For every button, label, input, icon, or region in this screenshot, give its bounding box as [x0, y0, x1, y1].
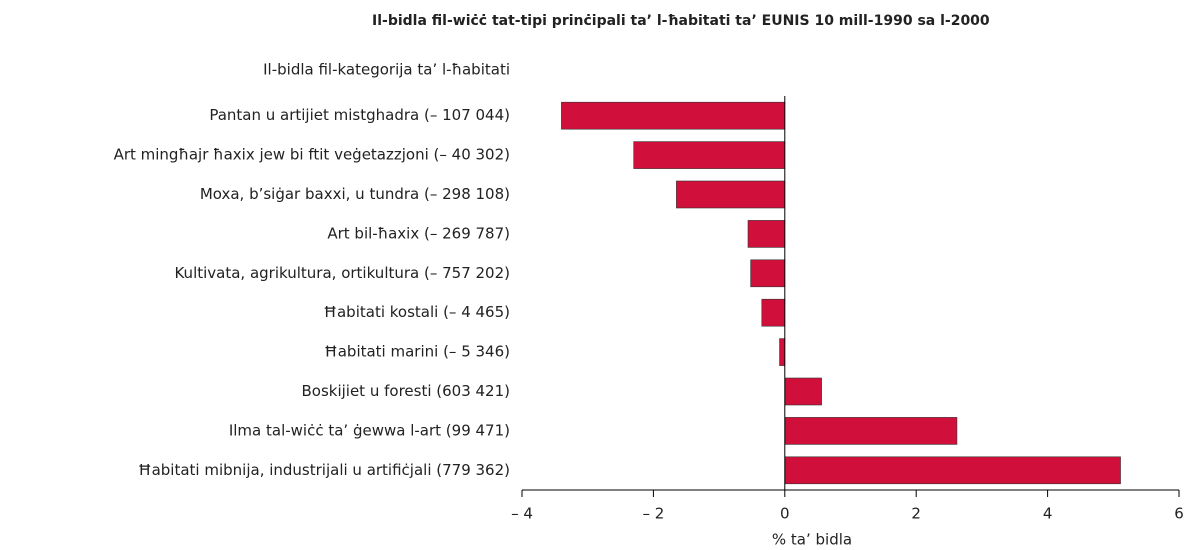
chart-title: Il-bidla fil-wiċċ tat-tipi prinċipali ta…: [372, 13, 990, 29]
bar: [779, 338, 786, 366]
bar: [633, 141, 786, 169]
bar: [747, 220, 786, 248]
bar: [784, 377, 822, 406]
x-tick-label: 6: [1174, 505, 1184, 523]
bar: [561, 101, 786, 130]
y-tick-label: Pantan u artijiet mistghadra (– 107 044): [209, 106, 510, 124]
bar: [676, 180, 786, 209]
x-tick-label: 4: [1043, 505, 1053, 523]
y-tick-label: Art mingħajr ħaxix jew bi ftit veġetazzj…: [114, 146, 510, 164]
y-tick-label: Moxa, b’siġar baxxi, u tundra (– 298 108…: [200, 185, 510, 203]
x-axis-label: % ta’ bidla: [772, 531, 852, 549]
x-tick-label: – 2: [642, 505, 664, 523]
bar: [784, 456, 1121, 485]
y-tick-label: Art bil-ħaxix (– 269 787): [327, 224, 510, 242]
category-axis-label: Il-bidla fil-kategorija ta’ l-ħabitati: [263, 61, 510, 79]
y-tick-label: Ilma tal-wiċċ ta’ ġewwa l-art (99 471): [229, 421, 510, 439]
bar: [750, 259, 786, 288]
y-tick-label: Ħabitati mibnija, industrijali u artifiċ…: [138, 461, 510, 479]
y-tick-label: Boskijiet u foresti (603 421): [301, 382, 510, 400]
bar: [784, 417, 958, 445]
x-tick-label: 0: [780, 505, 790, 523]
y-tick-label: Ħabitati marini (– 5 346): [324, 343, 510, 361]
y-tick-label: Kultivata, agrikultura, ortikultura (– 7…: [174, 264, 510, 282]
x-tick-label: – 4: [511, 505, 533, 523]
x-tick-label: 2: [911, 505, 921, 523]
y-tick-label: Ħabitati kostali (– 4 465): [323, 303, 510, 321]
bar: [761, 298, 786, 327]
